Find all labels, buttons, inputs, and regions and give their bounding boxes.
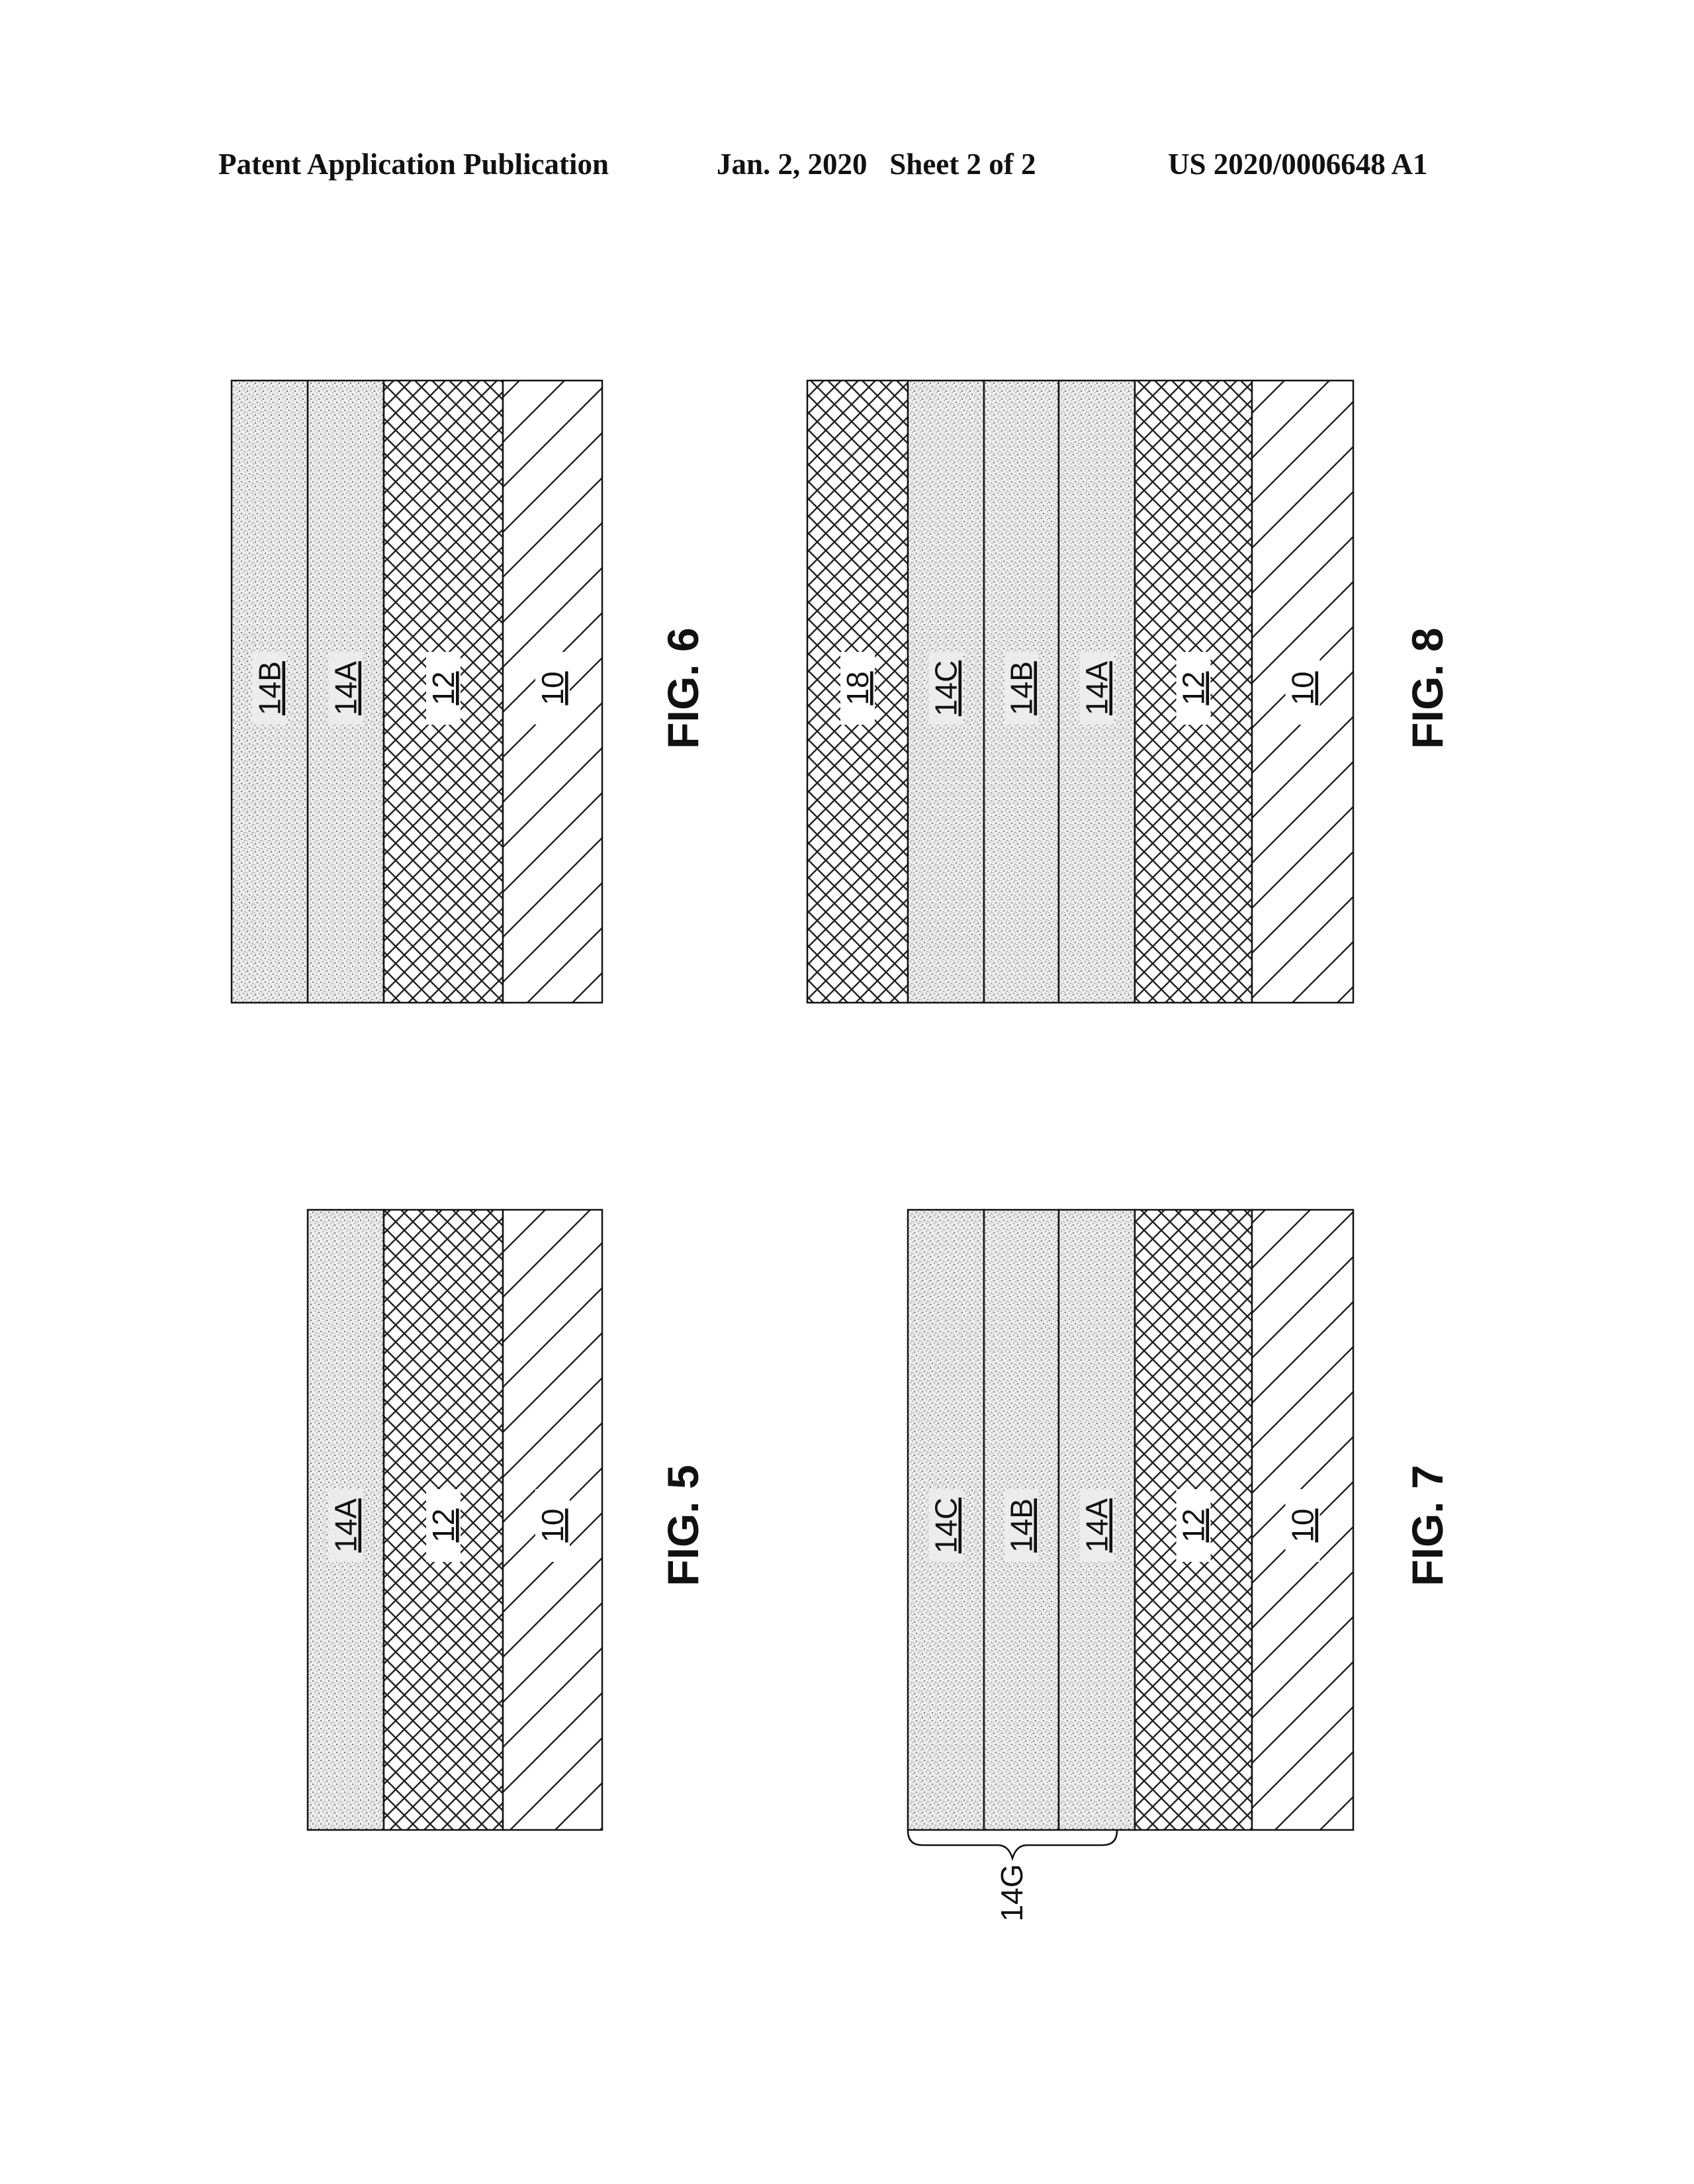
figure-6-caption: FIG. 6 <box>658 627 707 749</box>
layer-group-brace <box>907 1830 1118 1862</box>
figure-8: 18 14C 14B 14A 12 10 <box>806 379 1355 1004</box>
layer-label-backdrop <box>1079 652 1114 725</box>
patent-number: US 2020/0006648 A1 <box>1168 148 1428 181</box>
layer-label-backdrop <box>1176 1489 1211 1562</box>
layer-label-14C: 14C <box>929 660 963 716</box>
layer-label-backdrop <box>1079 1489 1114 1562</box>
figure-7: 14C 14B 14A 12 10 <box>907 1208 1355 1831</box>
figure-5: 14A 12 10 <box>306 1208 603 1831</box>
layer-label-14B: 14B <box>1004 661 1039 715</box>
layer-label-backdrop <box>928 652 963 725</box>
layer-label-10: 10 <box>1286 671 1320 705</box>
layer-label-14A: 14A <box>1080 661 1114 715</box>
layer-label-12: 12 <box>426 671 461 705</box>
layer-label-14B: 14B <box>1004 1498 1039 1553</box>
figure-7-caption: FIG. 7 <box>1403 1465 1452 1586</box>
layer-label-backdrop <box>840 652 875 725</box>
layer-label-10: 10 <box>535 671 570 705</box>
publication-title: Patent Application Publication <box>218 148 609 181</box>
layer-label-backdrop <box>252 652 287 725</box>
layer-label-10: 10 <box>535 1508 570 1542</box>
brace-label-14G: 14G <box>995 1864 1029 1922</box>
figure-6: 14B 14A 12 10 <box>230 379 603 1004</box>
figure-5-caption: FIG. 5 <box>658 1465 707 1586</box>
layer-label-14A: 14A <box>329 661 363 715</box>
layer-label-12: 12 <box>1177 671 1211 705</box>
layer-label-backdrop <box>928 1489 963 1562</box>
layer-label-backdrop <box>1004 652 1039 725</box>
layer-label-backdrop <box>426 1489 461 1562</box>
layer-label-backdrop <box>1285 1489 1320 1562</box>
layer-label-12: 12 <box>426 1508 461 1542</box>
layer-label-10: 10 <box>1286 1508 1320 1542</box>
page-header: Patent Application Publication Jan. 2, 2… <box>0 147 1694 187</box>
layer-label-12: 12 <box>1177 1508 1211 1542</box>
layer-label-18: 18 <box>840 671 875 705</box>
date-sheet: Jan. 2, 2020 Sheet 2 of 2 <box>717 148 1036 181</box>
layer-label-14A: 14A <box>1080 1498 1114 1553</box>
layer-label-backdrop <box>1004 1489 1039 1562</box>
layer-label-backdrop <box>1285 652 1320 725</box>
layer-label-backdrop <box>535 652 570 725</box>
layer-label-14B: 14B <box>253 661 287 715</box>
figure-8-caption: FIG. 8 <box>1403 627 1452 749</box>
layer-label-backdrop <box>535 1489 570 1562</box>
layer-label-backdrop <box>426 652 461 725</box>
layer-label-14A: 14A <box>329 1498 363 1553</box>
layer-label-backdrop <box>328 1489 363 1562</box>
layer-label-backdrop <box>1176 652 1211 725</box>
layer-label-backdrop <box>328 652 363 725</box>
layer-label-14C: 14C <box>929 1498 963 1553</box>
